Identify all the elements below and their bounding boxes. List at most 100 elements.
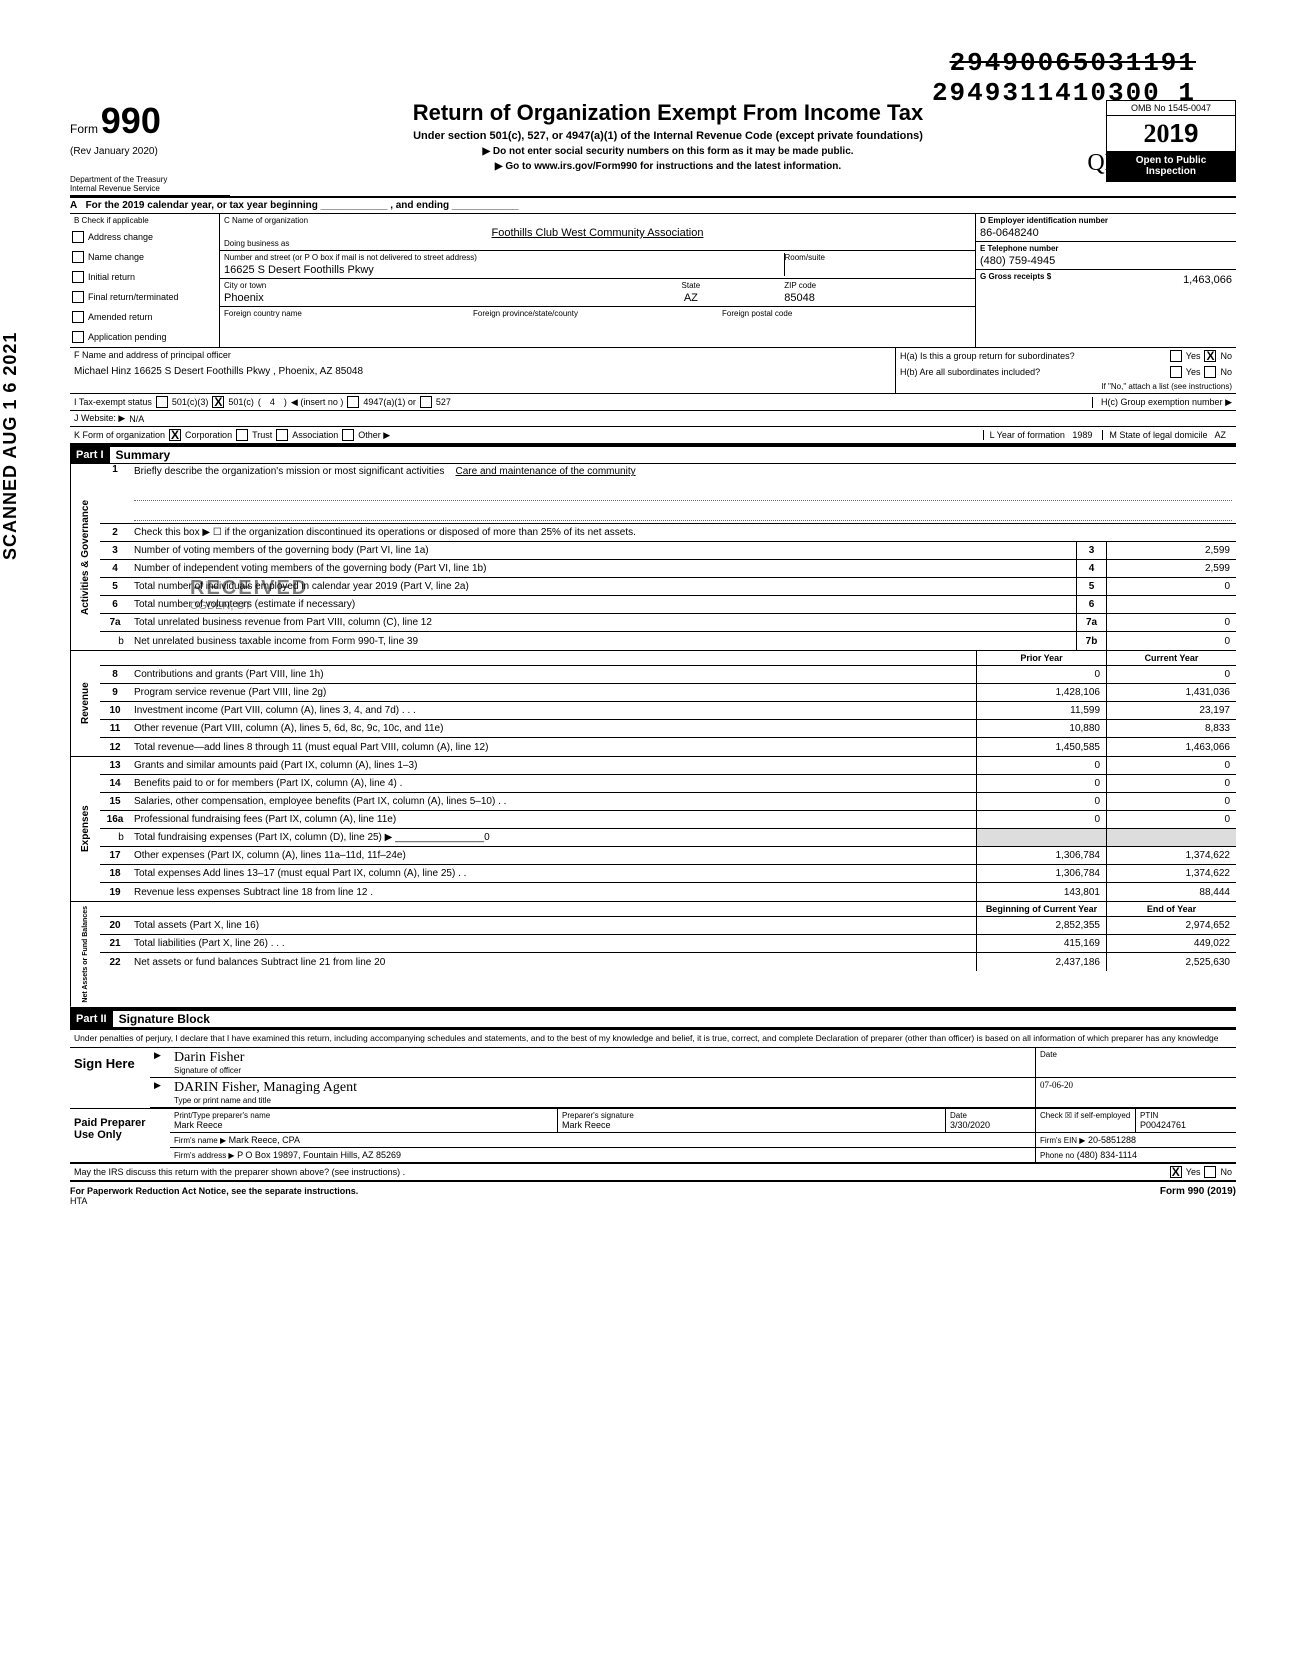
signature-block: Under penalties of perjury, I declare th…: [70, 1028, 1236, 1182]
h-b: H(b) Are all subordinates included? Yes …: [896, 364, 1236, 380]
zip: 85048: [784, 290, 971, 304]
paperwork-notice: For Paperwork Reduction Act Notice, see …: [70, 1186, 358, 1196]
cb-4947[interactable]: [347, 396, 359, 408]
current-year-hdr: Current Year: [1106, 651, 1236, 665]
form-number: 990: [101, 100, 161, 141]
scanned-stamp: SCANNED AUG 1 6 2021: [0, 332, 21, 560]
arrow-icon: ▶: [150, 1048, 170, 1077]
h-block: H(a) Is this a group return for subordin…: [896, 348, 1236, 393]
sig-date: 07-06-20: [1036, 1078, 1236, 1107]
ha-no[interactable]: [1204, 350, 1216, 362]
prep-row-3: Firm's address ▶ P O Box 19897, Fountain…: [170, 1148, 1236, 1162]
line-1: 1 Briefly describe the organization's mi…: [100, 464, 1236, 524]
foreign-row: Foreign country name Foreign province/st…: [220, 307, 975, 320]
ha-yes[interactable]: [1170, 350, 1182, 362]
state: AZ: [598, 290, 785, 304]
org-name: Foothills Club West Community Associatio…: [224, 225, 971, 239]
open-public: Open to Public Inspection: [1107, 151, 1235, 181]
year-formation: 1989: [1072, 430, 1092, 440]
exp-rows: 13Grants and similar amounts paid (Part …: [100, 757, 1236, 901]
part1-title: Summary: [110, 448, 171, 462]
cb-name-change[interactable]: Name change: [70, 247, 219, 267]
cb-other[interactable]: [342, 429, 354, 441]
c-hdr: C Name of organization: [224, 216, 971, 225]
cb-trust[interactable]: [236, 429, 248, 441]
form-990-page: 29490065031191 2949311410300 1 SCANNED A…: [0, 0, 1296, 1250]
cb-501c3[interactable]: [156, 396, 168, 408]
cb-final-return[interactable]: Final return/terminated: [70, 287, 219, 307]
line7b-val: 0: [1106, 632, 1236, 650]
sig-row-1: ▶ Darin Fisher Signature of officer Date: [150, 1048, 1236, 1078]
form-label-block: Form 990 (Rev January 2020) Department o…: [70, 100, 230, 196]
line-12: 12Total revenue—add lines 8 through 11 (…: [100, 738, 1236, 756]
dept-treasury: Department of the Treasury Internal Reve…: [70, 175, 230, 196]
dept2: Internal Revenue Service: [70, 184, 230, 193]
i-label: I Tax-exempt status: [74, 397, 152, 407]
officer-name-addr: Michael Hinz 16625 S Desert Foothills Pk…: [74, 360, 891, 377]
h-a: H(a) Is this a group return for subordin…: [896, 348, 1236, 364]
row-j: J Website: ▶ N/A: [70, 411, 1236, 427]
title-block: Return of Organization Exempt From Incom…: [238, 100, 1098, 172]
line-9: 9Program service revenue (Part VIII, lin…: [100, 684, 1236, 702]
line-7b: bNet unrelated business taxable income f…: [100, 632, 1236, 650]
state-lbl: State: [598, 281, 785, 290]
prior-year-hdr: Prior Year: [976, 651, 1106, 665]
line7a-val: 0: [1106, 614, 1236, 631]
col-d: D Employer identification number 86-0648…: [976, 214, 1236, 347]
hb-no[interactable]: [1204, 366, 1216, 378]
row-i: I Tax-exempt status 501(c)(3) 501(c) ( 4…: [70, 394, 1236, 411]
gov-rows: 1 Briefly describe the organization's mi…: [100, 464, 1236, 650]
line-17: 17Other expenses (Part IX, column (A), l…: [100, 847, 1236, 865]
j-label: J Website: ▶: [74, 413, 125, 424]
cb-amended[interactable]: Amended return: [70, 307, 219, 327]
cb-corp[interactable]: [169, 429, 181, 441]
line-22: 22Net assets or fund balances Subtract l…: [100, 953, 1236, 971]
rev-rows: Prior Year Current Year 8Contributions a…: [100, 651, 1236, 756]
prep-row-1: Print/Type preparer's nameMark Reece Pre…: [170, 1109, 1236, 1133]
cb-527[interactable]: [420, 396, 432, 408]
h-note: If "No," attach a list (see instructions…: [896, 380, 1236, 393]
line-2: 2Check this box ▶ ☐ if the organization …: [100, 524, 1236, 542]
title-note2: ▶ Go to www.irs.gov/Form990 for instruct…: [238, 161, 1098, 172]
cb-assoc[interactable]: [276, 429, 288, 441]
line-19: 19Revenue less expenses Subtract line 18…: [100, 883, 1236, 901]
dln-strike: 29490065031191: [932, 48, 1196, 78]
line3-val: 2,599: [1106, 542, 1236, 559]
received-l1: RECEIVED: [190, 576, 308, 600]
prep-rows: Print/Type preparer's nameMark Reece Pre…: [170, 1109, 1236, 1162]
fprov-lbl: Foreign province/state/county: [473, 309, 722, 318]
tax-year: 20201919: [1107, 116, 1235, 151]
net-section: Net Assets or Fund Balances Beginning of…: [70, 902, 1236, 1009]
line-13: 13Grants and similar amounts paid (Part …: [100, 757, 1236, 775]
ein: 86-0648240: [980, 225, 1232, 239]
title-sub: Under section 501(c), 527, or 4947(a)(1)…: [238, 130, 1098, 142]
prep-date: 3/30/2020: [950, 1120, 1031, 1130]
gov-side-label: Activities & Governance: [70, 464, 100, 650]
cb-app-pending[interactable]: Application pending: [70, 327, 219, 347]
dept1: Department of the Treasury: [70, 175, 230, 184]
hb-yes[interactable]: [1170, 366, 1182, 378]
fcountry-lbl: Foreign country name: [224, 309, 473, 318]
preparer-name: Mark Reece: [174, 1120, 553, 1130]
row-k: K Form of organization Corporation Trust…: [70, 427, 1236, 445]
cb-initial-return[interactable]: Initial return: [70, 267, 219, 287]
cb-address-change[interactable]: Address change: [70, 227, 219, 247]
gross-receipts-cell: G Gross receipts $ 1,463,066: [976, 270, 1236, 288]
sig-rows: ▶ Darin Fisher Signature of officer Date…: [150, 1048, 1236, 1108]
header: Form 990 (Rev January 2020) Department o…: [70, 100, 1236, 196]
label-a: A: [70, 200, 77, 211]
cb-501c[interactable]: [212, 396, 224, 408]
line5-val: 0: [1106, 578, 1236, 595]
ein-cell: D Employer identification number 86-0648…: [976, 214, 1236, 242]
address-cell: Number and street (or P O box if mail is…: [220, 251, 975, 279]
row-a: A For the 2019 calendar year, or tax yea…: [70, 196, 1236, 214]
col-b: B Check if applicable Address change Nam…: [70, 214, 220, 347]
penalty-text: Under penalties of perjury, I declare th…: [70, 1030, 1236, 1047]
firm-address: P O Box 19897, Fountain Hills, AZ 85269: [237, 1150, 401, 1160]
hta: HTA: [70, 1196, 358, 1206]
form-word: Form: [70, 122, 98, 136]
discuss-yes[interactable]: [1170, 1166, 1182, 1178]
type-name-label: Type or print name and title: [174, 1096, 1031, 1105]
line-10: 10Investment income (Part VIII, column (…: [100, 702, 1236, 720]
discuss-no[interactable]: [1204, 1166, 1216, 1178]
